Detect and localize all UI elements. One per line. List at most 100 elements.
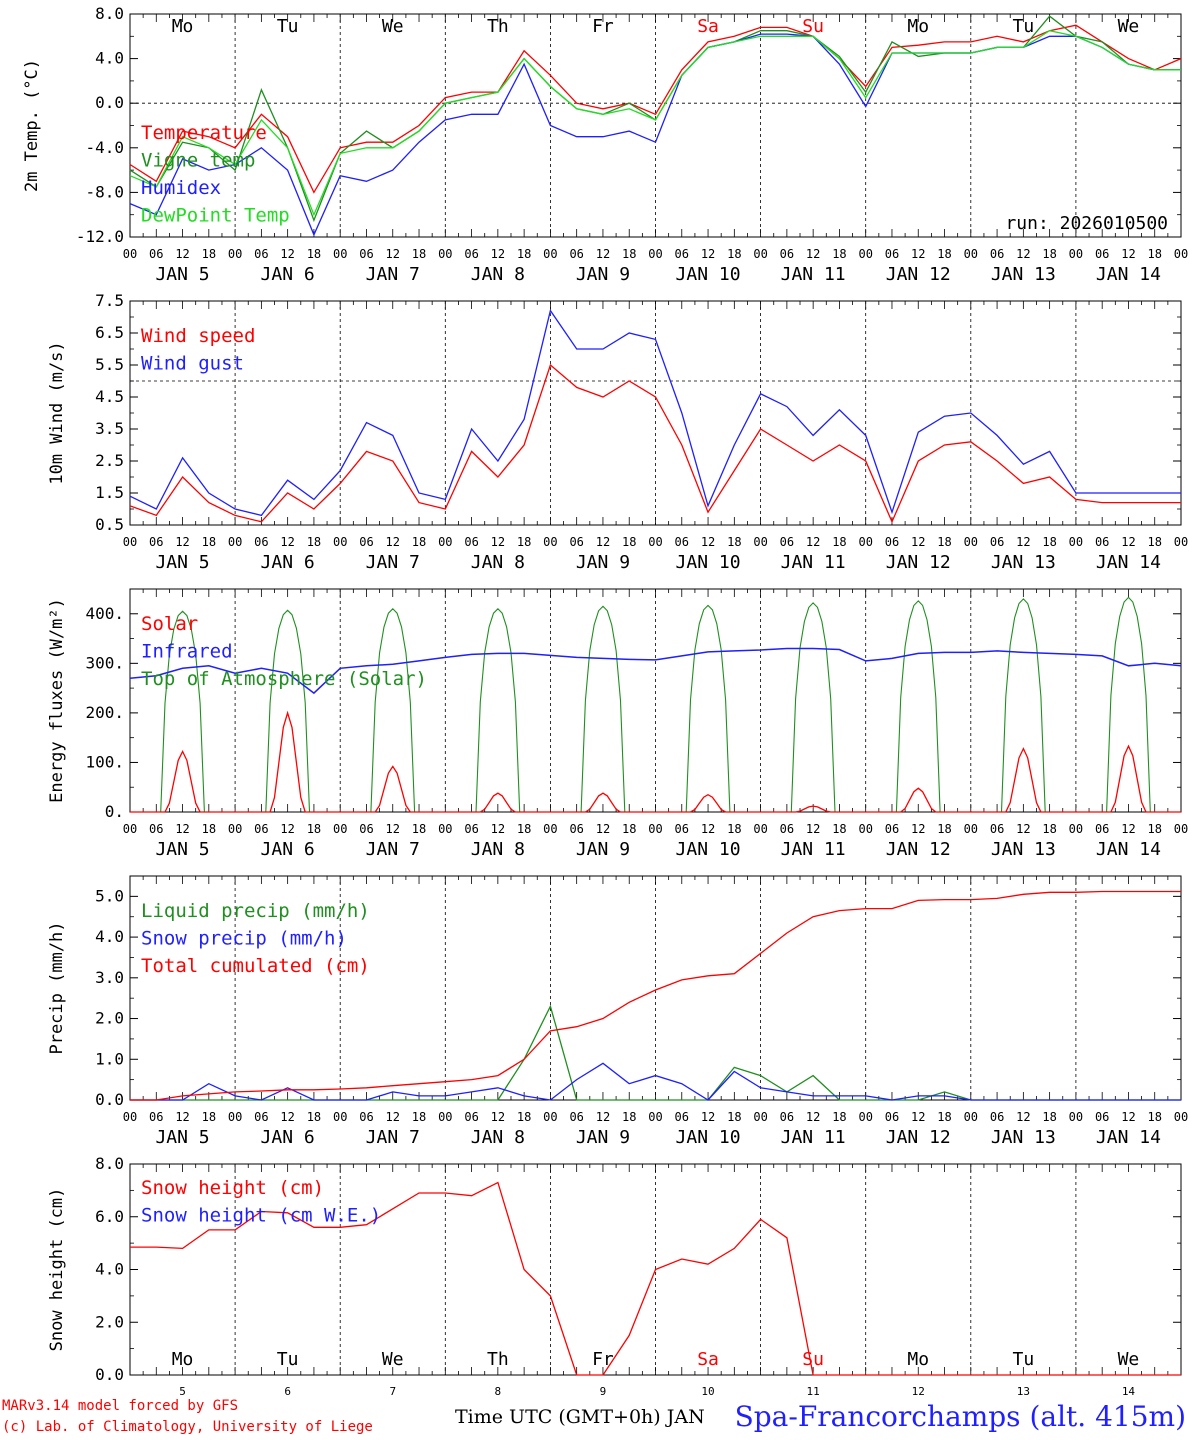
panel-2-date-label: JAN 7 [366,552,420,573]
panel-3-date-label: JAN 11 [781,839,846,860]
panel-1-hour-label: 06 [990,247,1004,261]
panel-4-hour-label: 12 [701,1110,715,1124]
panel-3-y-tick-label: 200. [85,703,124,722]
panel-1-day-label: Th [487,16,509,37]
panel-3-legend-label: Top of Atmosphere (Solar) [141,668,427,690]
panel-2-frame [129,300,1182,526]
panel-1-hour-label: 00 [438,247,452,261]
panel-3-hour-label: 12 [175,822,189,836]
panel-4-hour-label: 06 [990,1110,1004,1124]
panel-1-hour-label: 00 [543,247,557,261]
panel-3-hour-label: 06 [990,822,1004,836]
panel-3-hour-label: 06 [675,822,689,836]
panel-2-date-label: JAN 12 [886,552,951,573]
snow-precip-mm-h--line [130,1062,1181,1101]
panel-2-hour-label: 18 [832,535,846,549]
panel-5-day-number: 8 [495,1385,502,1398]
panel-3-hour-label: 12 [596,822,610,836]
panel-1-hour-label: 12 [280,247,294,261]
panel-4-legend-label: Snow precip (mm/h) [141,928,347,950]
panel-5-day-number: 9 [600,1385,607,1398]
panel-3-date-label: JAN 7 [366,839,420,860]
panel-4-y-tick-label: 1.0 [95,1049,124,1068]
panel-3-hour-label: 00 [333,822,347,836]
panel-1-date-label: JAN 10 [676,264,741,285]
panel-2-hour-label: 06 [675,535,689,549]
panel-3-y-tick-label: 300. [85,653,124,672]
panel-1-hour-label: 06 [254,247,268,261]
panel-1-hour-label: 06 [1095,247,1109,261]
panel-4-date-label: JAN 5 [155,1127,209,1148]
panel-3-hour-label: 00 [123,822,137,836]
panel-3-hour-label: 18 [307,822,321,836]
panel-1-date-label: JAN 5 [155,264,209,285]
panel-1-legend-label: DewPoint Temp [141,205,290,227]
panel-5-day-label: Mo [907,1349,929,1370]
panel-1-day-label: Mo [172,16,194,37]
panel-5-day-label: Tu [1013,1349,1035,1370]
panel-4-date-label: JAN 14 [1096,1127,1161,1148]
panel-1-hour-label: 12 [806,247,820,261]
panel-2-date-label: JAN 6 [261,552,315,573]
panel-3-hour-label: 12 [386,822,400,836]
panel-4-y-tick-label: 4.0 [95,927,124,946]
panel-2-y-axis-label: 10m Wind (m/s) [47,341,67,484]
panel-2-hour-label: 12 [911,535,925,549]
panel-3-legend-label: Solar [141,613,198,635]
panel-1-hour-label: 06 [675,247,689,261]
panel-1-hour-label: 12 [911,247,925,261]
panel-1-hour-label: 00 [1174,247,1188,261]
panel-4-hour-label: 12 [491,1110,505,1124]
panel-5-day-number: 12 [912,1385,925,1398]
panel-2-hour-label: 00 [648,535,662,549]
panel-4-hour-label: 00 [123,1110,137,1124]
panel-2-hour-label: 12 [1016,535,1030,549]
panel-1-day-label: Mo [907,16,929,37]
panel-4-hour-label: 00 [1174,1110,1188,1124]
panel-3-hour-label: 18 [622,822,636,836]
panel-3-hour-label: 06 [885,822,899,836]
panel-3-hour-label: 00 [753,822,767,836]
panel-2-hour-label: 06 [149,535,163,549]
panel-2-hour-label: 06 [254,535,268,549]
panel-1-hour-label: 18 [937,247,951,261]
panel-4-hour-label: 18 [1147,1110,1161,1124]
panel-3-date-label: JAN 12 [886,839,951,860]
wind-speed-line [129,363,1181,524]
panel-3-hour-label: 18 [832,822,846,836]
panel-5-y-axis-label: Snow height (cm) [47,1188,67,1352]
total-cumulated-cm--line [130,890,1181,1101]
panel-4-hour-label: 12 [280,1110,294,1124]
panel-4-hour-label: 06 [675,1110,689,1124]
panel-4-hour-label: 06 [464,1110,478,1124]
panel-3-hour-label: 00 [964,822,978,836]
panel-4-hour-label: 00 [964,1110,978,1124]
wind-gust-line [129,309,1181,517]
panel-1-hour-label: 06 [569,247,583,261]
panel-1-legend-label: Temperature [141,122,267,144]
panel-4-date-label: JAN 11 [781,1127,846,1148]
panel-2-y-tick-label: 5.5 [95,355,124,374]
panel-2-y-tick-label: 6.5 [95,323,124,342]
panel-3-hour-label: 06 [149,822,163,836]
panel-5-day-label: Th [487,1349,509,1370]
panel-1-hour-label: 00 [753,247,767,261]
panel-3-hour-label: 18 [727,822,741,836]
panel-2-date-label: JAN 8 [471,552,525,573]
panel-3-date-label: JAN 5 [155,839,209,860]
panel-1-hour-label: 00 [648,247,662,261]
panel-4-date-label: JAN 9 [576,1127,630,1148]
panel-1-date-label: JAN 12 [886,264,951,285]
panel-2-hour-label: 18 [1042,535,1056,549]
panel-2-hour-label: 00 [1069,535,1083,549]
panel-2-hour-label: 00 [964,535,978,549]
panel-4-hour-label: 06 [569,1110,583,1124]
solar-line [130,710,1181,813]
panel-1-hour-label: 06 [780,247,794,261]
panel-2-hour-label: 12 [701,535,715,549]
panel-3-hour-label: 12 [491,822,505,836]
panel-2-y-tick-label: 2.5 [95,451,124,470]
station-name: Spa-Francorchamps (alt. 415m) [734,1400,1186,1433]
panel-3-date-label: JAN 13 [991,839,1056,860]
